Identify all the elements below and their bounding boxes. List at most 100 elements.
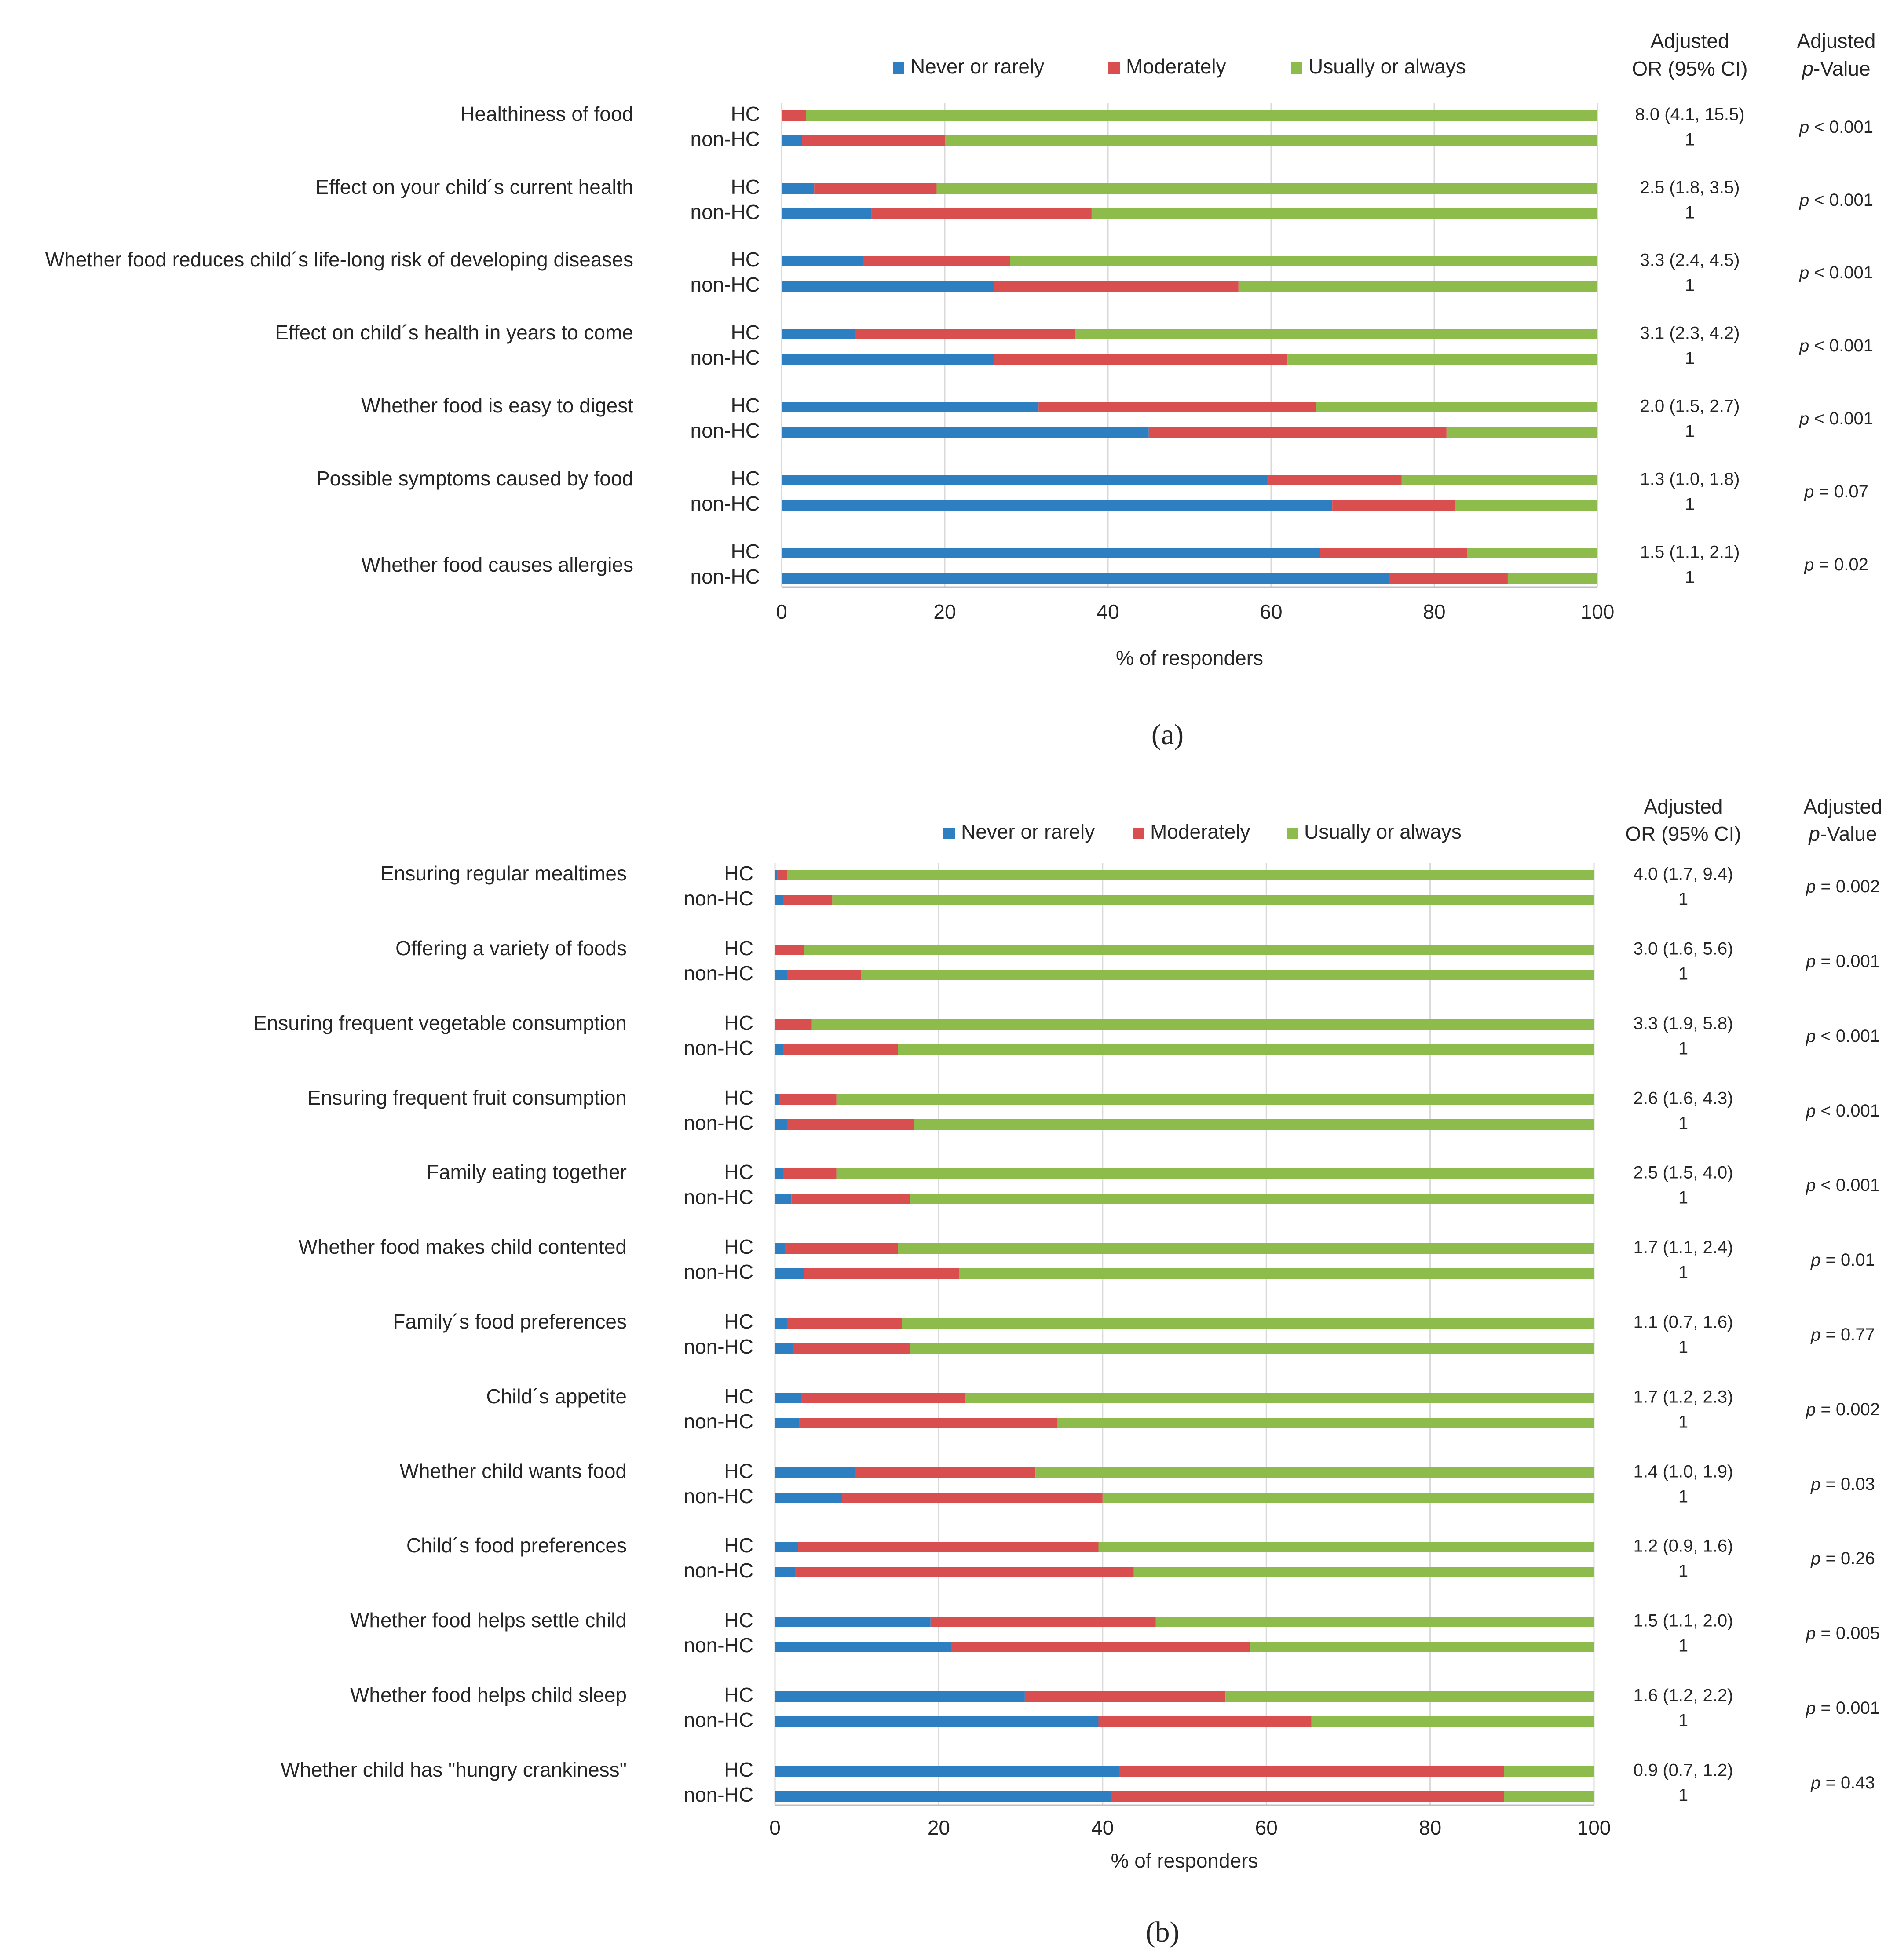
- bar-segment: [775, 1418, 800, 1428]
- bar-segment: [798, 1542, 1099, 1552]
- bar-segment: [791, 1194, 910, 1204]
- category-label: Whether child wants food: [400, 1460, 627, 1482]
- bar-segment: [1155, 1617, 1594, 1627]
- bar-segment: [782, 427, 1149, 438]
- group-label: non-HC: [683, 1485, 753, 1507]
- bar-segment: [775, 1393, 801, 1403]
- x-tick-label: 40: [1091, 1816, 1114, 1839]
- odds-ratio-value: 1: [1685, 130, 1695, 150]
- odds-ratio-value: 1: [1678, 1188, 1688, 1208]
- odds-ratio-value: 3.3 (1.9, 5.8): [1634, 1014, 1733, 1033]
- p-value: p = 0.02: [1804, 555, 1868, 574]
- bar-segment: [1267, 475, 1402, 485]
- group-label: non-HC: [683, 1335, 753, 1358]
- group-label: HC: [724, 1310, 753, 1333]
- odds-ratio-value: 1.7 (1.1, 2.4): [1634, 1238, 1733, 1257]
- group-label: non-HC: [683, 1634, 753, 1657]
- odds-ratio-value: 1.3 (1.0, 1.8): [1640, 470, 1740, 489]
- bar-segment: [782, 548, 1320, 558]
- group-label: non-HC: [683, 962, 753, 985]
- bar-segment: [1250, 1642, 1594, 1652]
- bar-segment: [1098, 1716, 1312, 1727]
- p-value: p = 0.002: [1806, 1400, 1880, 1419]
- bar-segment: [775, 1343, 793, 1354]
- category-label: Child´s food preferences: [406, 1534, 627, 1557]
- bar-segment: [799, 1418, 1058, 1428]
- p-value-header: p-Value: [1808, 822, 1877, 845]
- group-label: HC: [724, 1683, 753, 1706]
- category-label: Healthiness of food: [460, 102, 633, 125]
- odds-ratio-value: 1.7 (1.2, 2.3): [1634, 1387, 1733, 1407]
- bar-segment: [855, 1467, 1036, 1478]
- group-label: HC: [724, 1534, 753, 1557]
- x-tick-label: 100: [1581, 600, 1615, 623]
- odds-ratio-value: 1: [1678, 1562, 1688, 1581]
- category-label: Whether child has "hungry crankiness": [281, 1758, 627, 1781]
- bar-segment: [855, 329, 1075, 339]
- bar-segment: [783, 895, 833, 905]
- p-value: p = 0.77: [1810, 1325, 1875, 1344]
- bar-segment: [863, 256, 1010, 266]
- group-label: HC: [724, 937, 753, 960]
- p-value: p < 0.001: [1799, 263, 1873, 282]
- category-label: Whether food causes allergies: [361, 553, 633, 576]
- bar-segment: [795, 1567, 1134, 1577]
- group-label: HC: [724, 1609, 753, 1632]
- bar-segment: [936, 183, 1597, 194]
- bar-segment: [782, 208, 872, 219]
- x-tick-label: 0: [776, 600, 787, 623]
- odds-ratio-value: 1: [1678, 1338, 1688, 1357]
- panel-label: (b): [1146, 1916, 1180, 1948]
- bar-segment: [1504, 1766, 1594, 1777]
- legend-swatch: [1291, 62, 1302, 74]
- group-label: HC: [724, 862, 753, 885]
- group-label: HC: [731, 175, 760, 198]
- odds-ratio-value: 1.2 (0.9, 1.6): [1634, 1537, 1733, 1556]
- category-label: Whether food makes child contented: [298, 1235, 627, 1258]
- bar-segment: [779, 1094, 837, 1105]
- group-label: HC: [731, 467, 760, 490]
- group-label: non-HC: [683, 1260, 753, 1283]
- bar-segment: [1504, 1791, 1594, 1802]
- bar-segment: [775, 1044, 783, 1055]
- bar-segment: [775, 970, 787, 980]
- bar-segment: [775, 1318, 787, 1329]
- group-label: non-HC: [690, 419, 760, 442]
- x-axis-title: % of responders: [1111, 1849, 1258, 1872]
- bar-segment: [861, 970, 1594, 980]
- x-tick-label: 60: [1255, 1816, 1278, 1839]
- bar-segment: [1010, 256, 1597, 266]
- group-label: non-HC: [690, 128, 760, 150]
- bar-segment: [804, 945, 1594, 955]
- bar-segment: [782, 256, 863, 266]
- bar-segment: [775, 1467, 855, 1478]
- category-label: Effect on your child´s current health: [315, 175, 633, 198]
- x-tick-label: 0: [769, 1816, 781, 1839]
- or-header: OR (95% CI): [1625, 822, 1741, 845]
- group-label: HC: [724, 1235, 753, 1258]
- bar-segment: [775, 1791, 1111, 1802]
- bar-segment: [787, 970, 861, 980]
- group-label: non-HC: [683, 1186, 753, 1208]
- bar-segment: [1287, 354, 1597, 365]
- group-label: HC: [731, 102, 760, 125]
- group-label: non-HC: [690, 346, 760, 369]
- bar-segment: [782, 183, 815, 194]
- bar-segment: [1225, 1691, 1594, 1702]
- p-value: p = 0.43: [1810, 1773, 1875, 1792]
- legend-label: Never or rarely: [910, 55, 1044, 78]
- odds-ratio-value: 1.6 (1.2, 2.2): [1634, 1686, 1733, 1705]
- bar-segment: [806, 110, 1597, 121]
- odds-ratio-value: 1: [1678, 1786, 1688, 1805]
- p-value: p = 0.002: [1806, 877, 1880, 896]
- category-label: Effect on child´s health in years to com…: [275, 321, 633, 344]
- group-label: non-HC: [690, 565, 760, 588]
- group-label: non-HC: [683, 1708, 753, 1731]
- x-axis-title: % of responders: [1116, 646, 1263, 669]
- bar-segment: [902, 1318, 1594, 1329]
- bar-segment: [782, 281, 994, 292]
- legend-label: Usually or always: [1309, 55, 1466, 78]
- odds-ratio-value: 1: [1685, 422, 1695, 441]
- p-value: p < 0.001: [1806, 1175, 1880, 1195]
- odds-ratio-value: 8.0 (4.1, 15.5): [1635, 105, 1744, 124]
